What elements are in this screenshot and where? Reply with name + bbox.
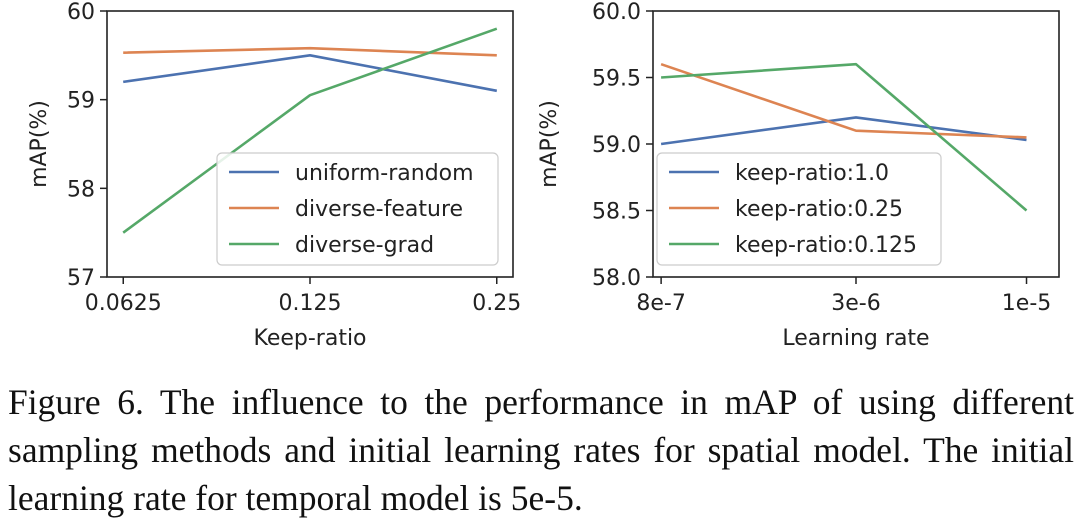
y-tick-label: 60.0 [592,0,641,25]
series-line-keep-ratio-0-25 [660,62,1027,139]
y-tick-label: 58.0 [592,266,641,291]
y-axis-label: mAP(%) [537,100,562,188]
y-tick-label: 59 [67,89,95,114]
x-tick-label: 8e-7 [636,291,685,316]
figure-caption: Figure 6. The influence to the performan… [8,382,1074,518]
y-tick-label: 59.5 [592,67,641,92]
x-tick-label: 3e-6 [831,291,880,316]
series-line-keep-ratio-0-125 [661,62,1028,212]
series-line-diverse-feature [123,46,497,57]
legend-box [216,152,499,266]
chart-right: 58.0 58.5 59.0 59.5 60.0 8e-7 3e-6 1e-5 Learning… [537,0,1060,351]
x-axis-label: Keep-ratio [253,326,366,351]
series-line-uniform-random [123,53,498,93]
x-axis-label: Learning rate [782,326,929,351]
chart-left: 57 58 59 60 0.0625 0.125 0.25 Keep-ratio mAP(%) u… [27,0,521,351]
series-line-keep-ratio-1-0 [660,116,1027,146]
legend-label: keep-ratio:1.0 [735,161,889,186]
y-tick-label: 57 [67,266,95,291]
x-tick-label: 1e-5 [1002,291,1051,316]
y-tick-label: 60 [67,0,95,25]
legend-box [656,152,942,266]
x-tick-label: 0.25 [472,291,521,316]
legend-label: keep-ratio:0.25 [735,197,903,222]
y-tick-label: 58 [67,177,95,202]
legend-label: diverse-feature [295,197,463,222]
legend-right: keep-ratio:1.0 keep-ratio:0.25 keep-ratio:… [656,152,942,266]
x-tick-label: 0.125 [279,291,342,316]
series-line-diverse-grad [122,27,498,234]
x-tick-label: 0.0625 [85,291,162,316]
legend-label: diverse-grad [295,233,434,258]
figure-charts: 57 58 59 60 0.0625 0.125 0.25 Keep-ratio mAP(%) u… [27,0,1060,351]
legend-label: keep-ratio:0.125 [735,233,917,258]
legend-left: uniform-random diverse-feature diverse-gra… [216,152,499,266]
legend-label: uniform-random [295,161,474,186]
y-axis-label: mAP(%) [27,100,52,188]
y-tick-label: 58.5 [592,200,641,225]
y-tick-label: 59.0 [592,133,641,158]
